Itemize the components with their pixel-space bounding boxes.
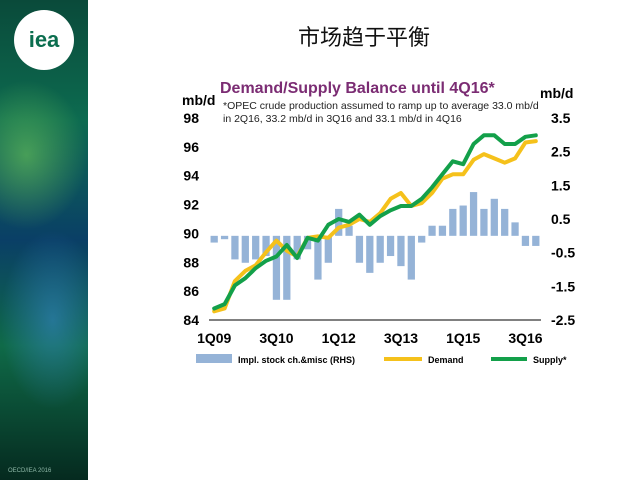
legend-label-supply: Supply* — [533, 355, 567, 365]
y-tick-right-label: -1.5 — [551, 278, 575, 294]
y-tick-left-label: 86 — [183, 283, 199, 299]
x-tick-label: 1Q12 — [322, 330, 356, 346]
bar-mark — [283, 235, 291, 300]
bar-mark — [469, 192, 478, 236]
chart-note: *OPEC crude production assumed to ramp u… — [223, 100, 539, 125]
bar-mark — [366, 235, 374, 273]
y-tick-left-label: 90 — [183, 225, 199, 241]
y-tick-right-label: 3.5 — [551, 110, 571, 126]
bar-mark — [532, 235, 540, 246]
slide-title: 市场趋于平衡 — [297, 26, 430, 51]
y-tick-left-label: 98 — [183, 110, 199, 126]
x-tick-label: 1Q09 — [197, 330, 231, 346]
iea-logo: iea — [14, 10, 74, 70]
bar-mark — [418, 235, 426, 243]
y-tick-right-label: -0.5 — [551, 245, 575, 261]
bar-mark — [480, 208, 488, 236]
bar-mark — [521, 235, 530, 246]
y-axis-right-label: mb/d — [540, 85, 573, 101]
bar-mark — [459, 205, 467, 236]
bar-mark — [231, 235, 239, 260]
legend-swatch-bars — [196, 354, 232, 363]
bar-mark — [345, 225, 353, 236]
left-decorative-band — [0, 0, 88, 480]
bar-mark — [241, 235, 249, 263]
bar-mark — [407, 235, 415, 280]
bar-mark — [262, 235, 270, 257]
bar-mark — [355, 235, 364, 263]
bar-mark — [511, 222, 519, 236]
bar-mark — [501, 208, 509, 236]
bar-mark — [386, 235, 395, 257]
y-tick-right-label: 2.5 — [551, 144, 571, 160]
legend-label-bars: Impl. stock ch.&misc (RHS) — [238, 355, 355, 365]
bar-mark — [490, 198, 498, 236]
y-tick-right-label: 0.5 — [551, 211, 571, 227]
bar-mark — [314, 235, 322, 280]
x-tick-label: 3Q16 — [508, 330, 542, 346]
demand-line — [212, 139, 538, 314]
bar-mark — [220, 235, 229, 240]
bar-mark — [428, 225, 436, 236]
legend-label-demand: Demand — [428, 355, 464, 365]
bar-mark — [324, 235, 332, 263]
bar-mark — [303, 235, 312, 250]
footer-text: OECD/IEA 2016 — [8, 468, 52, 474]
bar-mark — [252, 235, 260, 260]
x-tick-label: 3Q13 — [384, 330, 418, 346]
band-glow-top — [0, 80, 88, 230]
band-glow-bottom — [0, 230, 88, 410]
y-tick-right-label: -2.5 — [551, 312, 575, 328]
y-axis-left-label: mb/d — [182, 92, 215, 108]
bar-mark — [397, 235, 405, 267]
y-tick-left-label: 96 — [183, 139, 199, 155]
bar-mark — [376, 235, 384, 263]
bar-mark — [210, 235, 218, 243]
bar-mark — [335, 208, 343, 236]
bar-mark — [438, 225, 447, 236]
supply-line — [212, 133, 538, 311]
y-tick-left-label: 92 — [183, 197, 199, 213]
y-tick-left-label: 88 — [183, 254, 199, 270]
chart-title: Demand/Supply Balance until 4Q16* — [220, 80, 495, 97]
bar-mark — [293, 235, 301, 260]
y-tick-left-label: 84 — [183, 312, 199, 328]
logo-text: iea — [28, 27, 60, 52]
bar-mark — [449, 208, 457, 236]
bar-mark — [272, 235, 281, 300]
x-tick-label: 1Q15 — [446, 330, 480, 346]
y-tick-right-label: 1.5 — [551, 177, 571, 193]
x-tick-label: 3Q10 — [259, 330, 293, 346]
y-tick-left-label: 94 — [183, 168, 199, 184]
